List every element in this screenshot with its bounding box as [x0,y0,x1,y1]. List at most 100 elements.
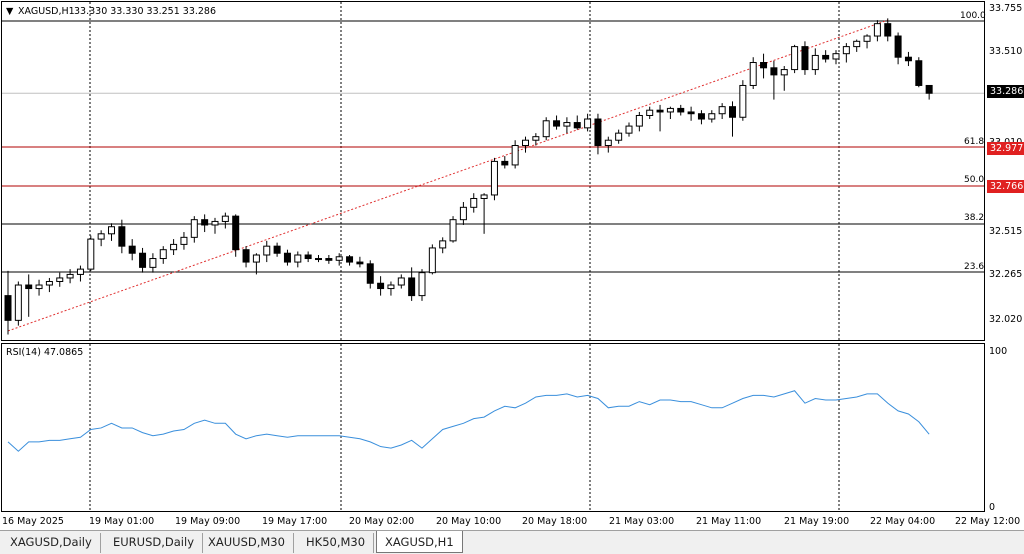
price-tick: 32.020 [989,314,1023,325]
tab-xagusd-daily[interactable]: XAGUSD,Daily [2,533,101,553]
candle-body [108,226,115,235]
tab-xagusd-h1[interactable]: XAGUSD,H1 [376,531,463,553]
candle-body [66,273,74,279]
price-tick: 33.755 [989,3,1023,14]
tab-hk50-m30[interactable]: HK50,M30 [298,533,375,553]
candle-body [315,258,322,261]
time-label: 22 May 12:00 [955,516,1021,527]
candle-body [356,261,364,265]
fib-level-label: 61.8 [964,137,985,147]
candle-body [708,113,716,120]
candle-body [87,238,95,270]
candle-body [35,284,43,290]
candle-body [635,114,643,127]
candle-body [594,118,602,147]
fib-level-label: 23.6 [964,262,985,272]
candle-body [801,46,809,71]
candle-body [439,240,447,249]
candle-body [242,249,250,263]
candle-body [201,219,209,226]
candle-body [666,107,674,113]
candle-body [853,40,861,48]
candle-body [501,160,509,166]
candle-body [45,280,53,286]
candle-body [273,245,281,254]
candle-body [128,245,136,254]
rsi-tick: 100 [989,346,1008,357]
candle-body [397,277,405,286]
candle-body [904,56,912,62]
candle-body [428,247,436,274]
candle-body [449,219,457,242]
price-chart-canvas[interactable] [2,2,985,341]
candle-body [584,118,592,129]
fib-level-label: 38.2 [964,213,985,223]
price-tick: 32.265 [989,269,1023,280]
candle-body [14,284,22,321]
time-label: 19 May 17:00 [262,516,328,527]
tab-eurusd-daily[interactable]: EURUSD,Daily [105,533,203,553]
candle-body [490,160,498,196]
candle-body [25,284,33,290]
rsi-tick: 0 [989,502,996,513]
candle-body [873,23,881,37]
candle-body [232,215,240,251]
candle-body [770,67,778,76]
chart-ohlc: 33.330 33.330 33.251 33.286 [74,6,217,17]
time-label: 21 May 19:00 [784,516,850,527]
candle-body [283,252,291,263]
time-label: 21 May 03:00 [609,516,675,527]
candle-body [604,139,612,147]
rsi-pane[interactable]: RSI(14) 47.0865 [1,343,985,512]
rsi-label: RSI(14) 47.0865 [6,347,84,358]
candle-body [221,215,229,222]
candle-body [522,139,529,147]
chart-symbol: XAGUSD,H1 [18,6,75,17]
candle-body [697,113,705,120]
candle-body [387,284,395,290]
candle-body [190,219,198,238]
candle-body [459,206,467,221]
candle-body [511,145,519,166]
candle-body [832,53,840,60]
candle-body [573,122,581,129]
time-label: 19 May 09:00 [175,516,241,527]
candle-body [159,249,167,260]
candle-body [884,23,892,37]
candle-body [811,54,819,71]
tab-xauusd-m30[interactable]: XAUUSD,M30 [200,533,294,553]
candle-body [718,106,726,115]
candle-body [335,256,343,261]
price-tick: 33.510 [989,46,1023,57]
fib-price-tag: 32.977 [987,142,1024,155]
candle-body [408,277,416,297]
candle-body [863,35,871,42]
candle-body [542,120,550,138]
candle-body [760,62,768,69]
time-label: 20 May 10:00 [436,516,502,527]
candle-body [118,226,126,247]
candle-body [252,254,260,263]
chart-tab-bar: XAGUSD,Daily EURUSD,Daily XAUUSD,M30 HK5… [0,530,1024,554]
time-label: 19 May 01:00 [89,516,155,527]
candle-body [377,282,385,290]
candle-body [470,197,478,208]
candle-body [180,236,188,245]
time-label: 21 May 11:00 [696,516,762,527]
candle-body [615,132,623,141]
candle-body [263,245,271,256]
candle-body [76,268,84,275]
candle-body [842,46,850,55]
rsi-line [7,390,930,452]
fib-price-tag: 32.766 [987,180,1024,193]
rsi-canvas[interactable] [2,344,985,512]
candle-body [480,194,488,199]
candle-body [97,233,105,240]
candle-body [729,106,736,118]
candle-body [822,54,830,60]
price-chart-pane[interactable]: ▼ XAGUSD,H1 33.330 33.330 33.251 33.286 [1,1,985,341]
candle-body [791,46,799,71]
fib-level-label: 50.0 [964,175,985,185]
chart-menu-icon[interactable]: ▼ [6,6,14,17]
price-tick: 32.515 [989,226,1023,237]
